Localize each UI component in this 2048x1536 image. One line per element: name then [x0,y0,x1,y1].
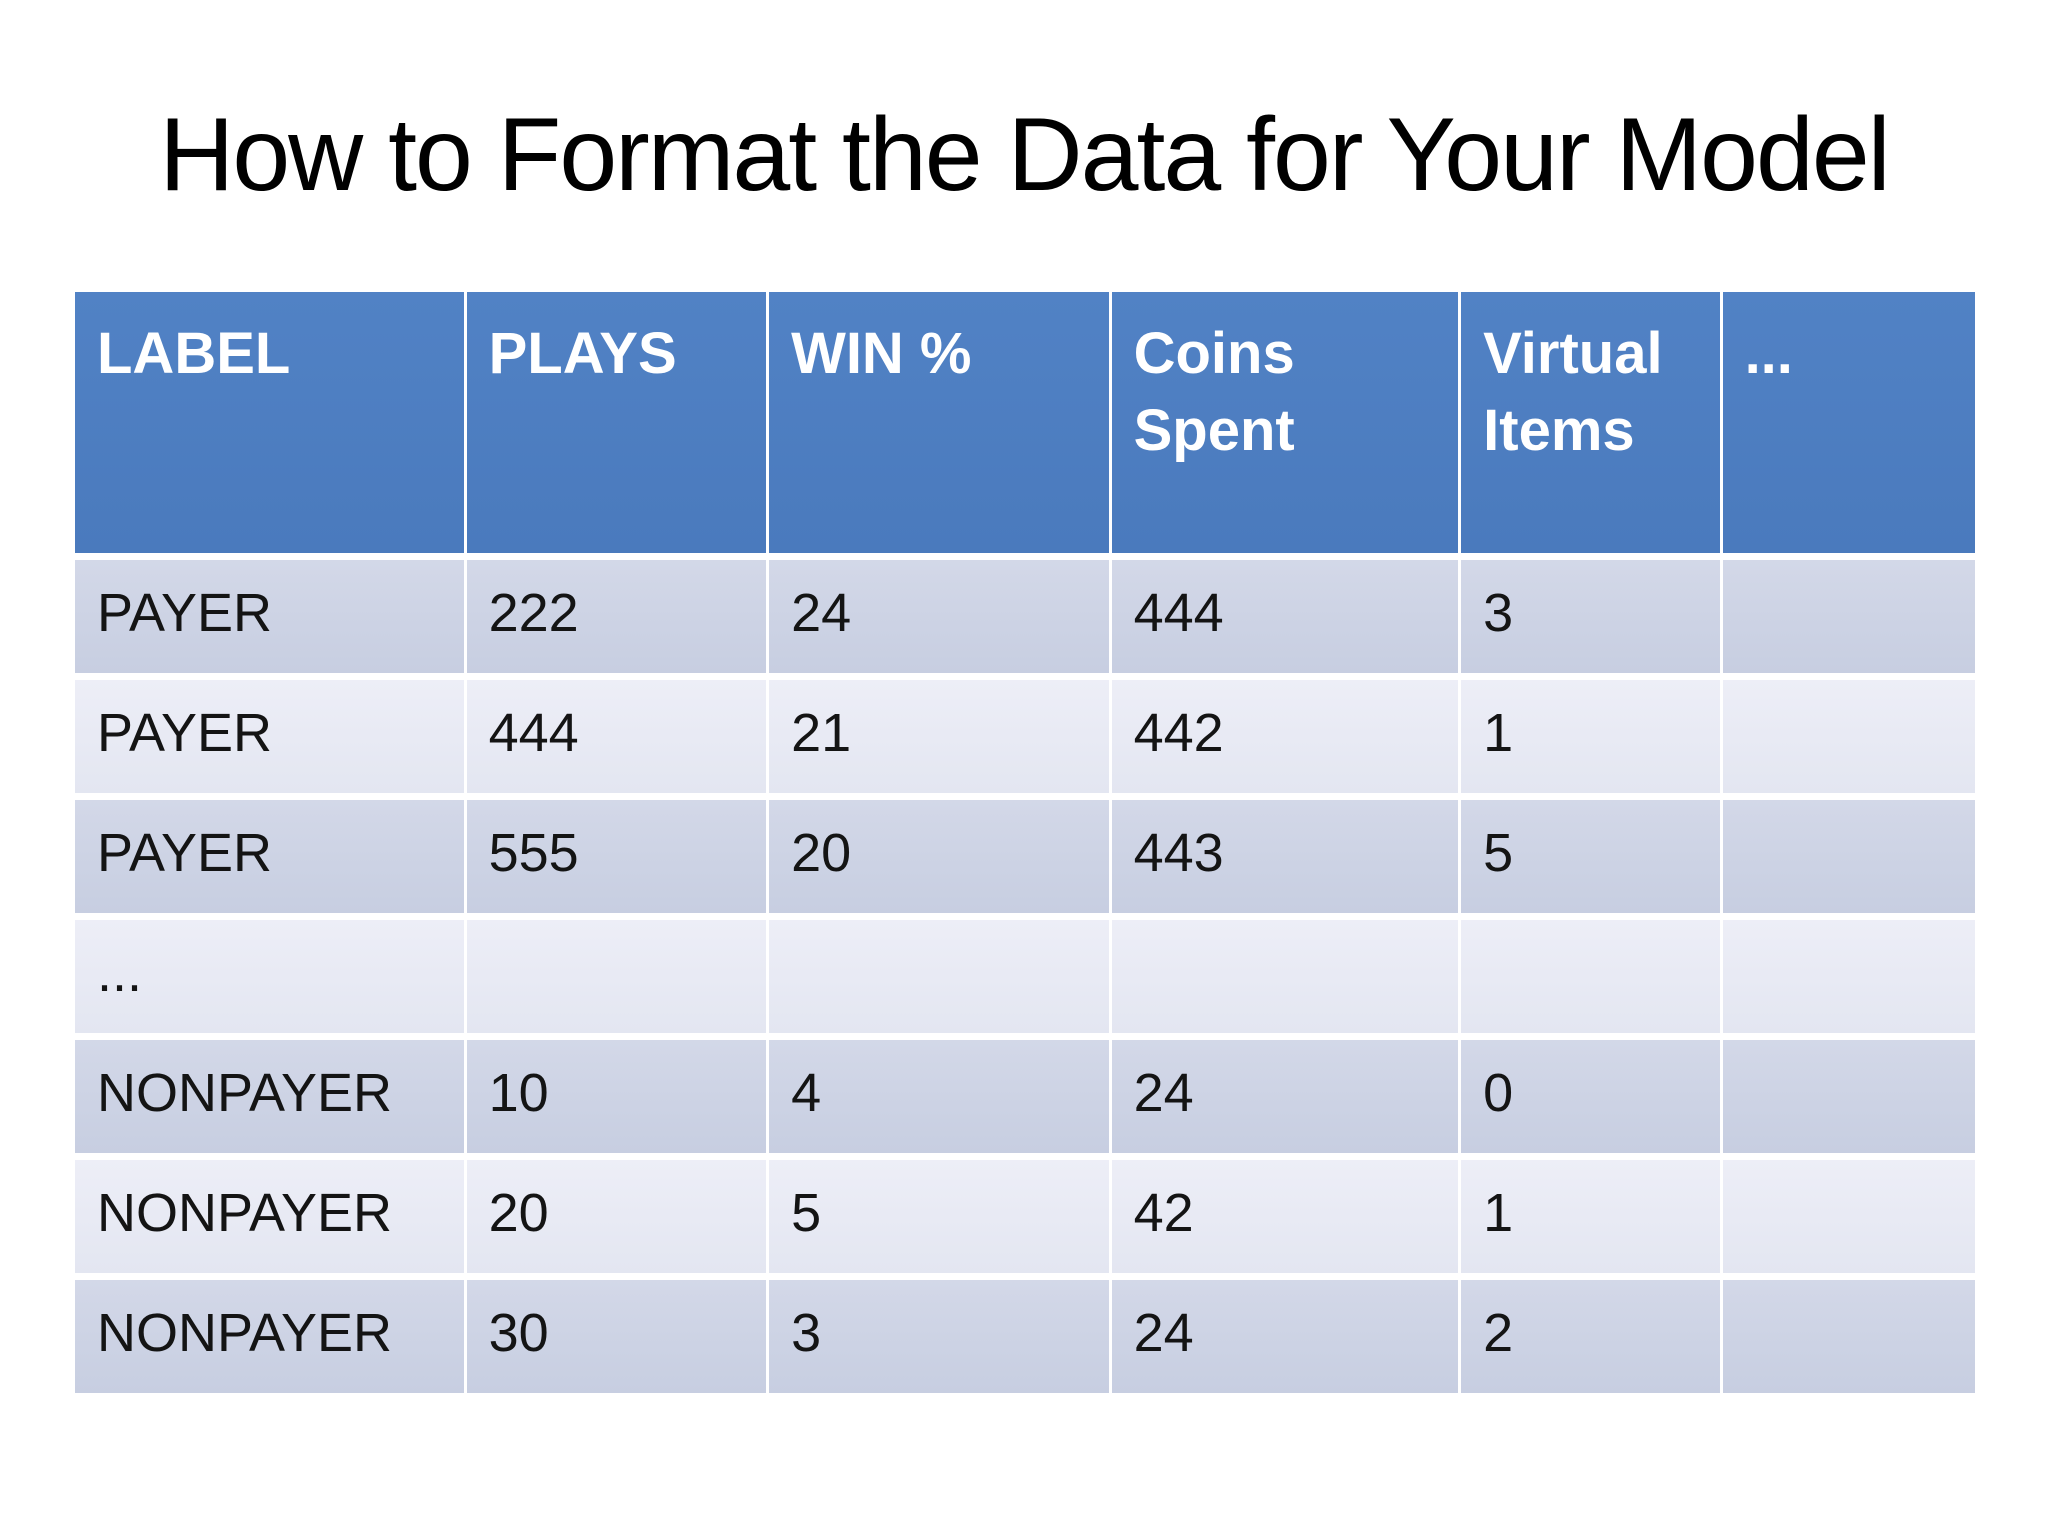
cell-2-ellipsis [1722,800,1975,913]
cell-3-ellipsis [1722,920,1975,1033]
table-header-row: LABEL PLAYS WIN % Coins Spent Virtual Items.… [75,292,1975,553]
cell-6-virtual-items: 2 [1461,1280,1720,1393]
cell-1-plays: 444 [466,680,767,793]
cell-3-plays [466,920,767,1033]
column-header-win-percent: WIN % [769,292,1109,553]
cell-1-coins-spent: 442 [1111,680,1459,793]
slide-title: How to Format the Data for Your Model [159,97,1891,213]
cell-5-label: NONPAYER [75,1160,464,1273]
cell-3-virtual-items [1461,920,1720,1033]
cell-0-label: PAYER [75,560,464,673]
cell-0-coins-spent: 444 [1111,560,1459,673]
cell-4-label: NONPAYER [75,1040,464,1153]
cell-1-label: PAYER [75,680,464,793]
cell-2-plays: 555 [466,800,767,913]
data-table: LABEL PLAYS WIN % Coins Spent Virtual Items.… [72,285,1978,1400]
cell-6-plays: 30 [466,1280,767,1393]
cell-5-coins-spent: 42 [1111,1160,1459,1273]
cell-6-coins-spent: 24 [1111,1280,1459,1393]
cell-4-ellipsis [1722,1040,1975,1153]
cell-0-ellipsis [1722,560,1975,673]
column-header-coins-spent: Coins Spent [1111,292,1459,553]
table-row-1: PAYER 444 21 442 1 [75,680,1975,793]
cell-5-win-percent: 5 [769,1160,1109,1273]
cell-6-label: NONPAYER [75,1280,464,1393]
cell-2-win-percent: 20 [769,800,1109,913]
column-header-plays: PLAYS [466,292,767,553]
cell-4-virtual-items: 0 [1461,1040,1720,1153]
cell-3-coins-spent [1111,920,1459,1033]
cell-1-win-percent: 21 [769,680,1109,793]
cell-0-virtual-items: 3 [1461,560,1720,673]
cell-0-win-percent: 24 [769,560,1109,673]
cell-5-virtual-items: 1 [1461,1160,1720,1273]
cell-0-plays: 222 [466,560,767,673]
cell-4-win-percent: 4 [769,1040,1109,1153]
table-row-6: NONPAYER 30 3 24 2 [75,1280,1975,1393]
cell-3-label: ... [75,920,464,1033]
cell-5-plays: 20 [466,1160,767,1273]
table-row-5: NONPAYER 20 5 42 1 [75,1160,1975,1273]
column-header-ellipsis: ... [1722,292,1975,553]
cell-6-win-percent: 3 [769,1280,1109,1393]
cell-6-ellipsis [1722,1280,1975,1393]
table-row-2: PAYER 555 20 443 5 [75,800,1975,913]
cell-1-virtual-items: 1 [1461,680,1720,793]
cell-1-ellipsis [1722,680,1975,793]
column-header-virtual-items: Virtual Items [1461,292,1720,553]
table-row-3: ... [75,920,1975,1033]
cell-3-win-percent [769,920,1109,1033]
cell-2-virtual-items: 5 [1461,800,1720,913]
cell-4-coins-spent: 24 [1111,1040,1459,1153]
cell-2-label: PAYER [75,800,464,913]
cell-5-ellipsis [1722,1160,1975,1273]
cell-4-plays: 10 [466,1040,767,1153]
table-row-0: PAYER 222 24 444 3 [75,560,1975,673]
column-header-label: LABEL [75,292,464,553]
table-row-4: NONPAYER 10 4 24 0 [75,1040,1975,1153]
cell-2-coins-spent: 443 [1111,800,1459,913]
table-body: PAYER 222 24 444 3 PAYER 444 21 442 1 PAYER 555 20 44… [75,560,1975,1393]
